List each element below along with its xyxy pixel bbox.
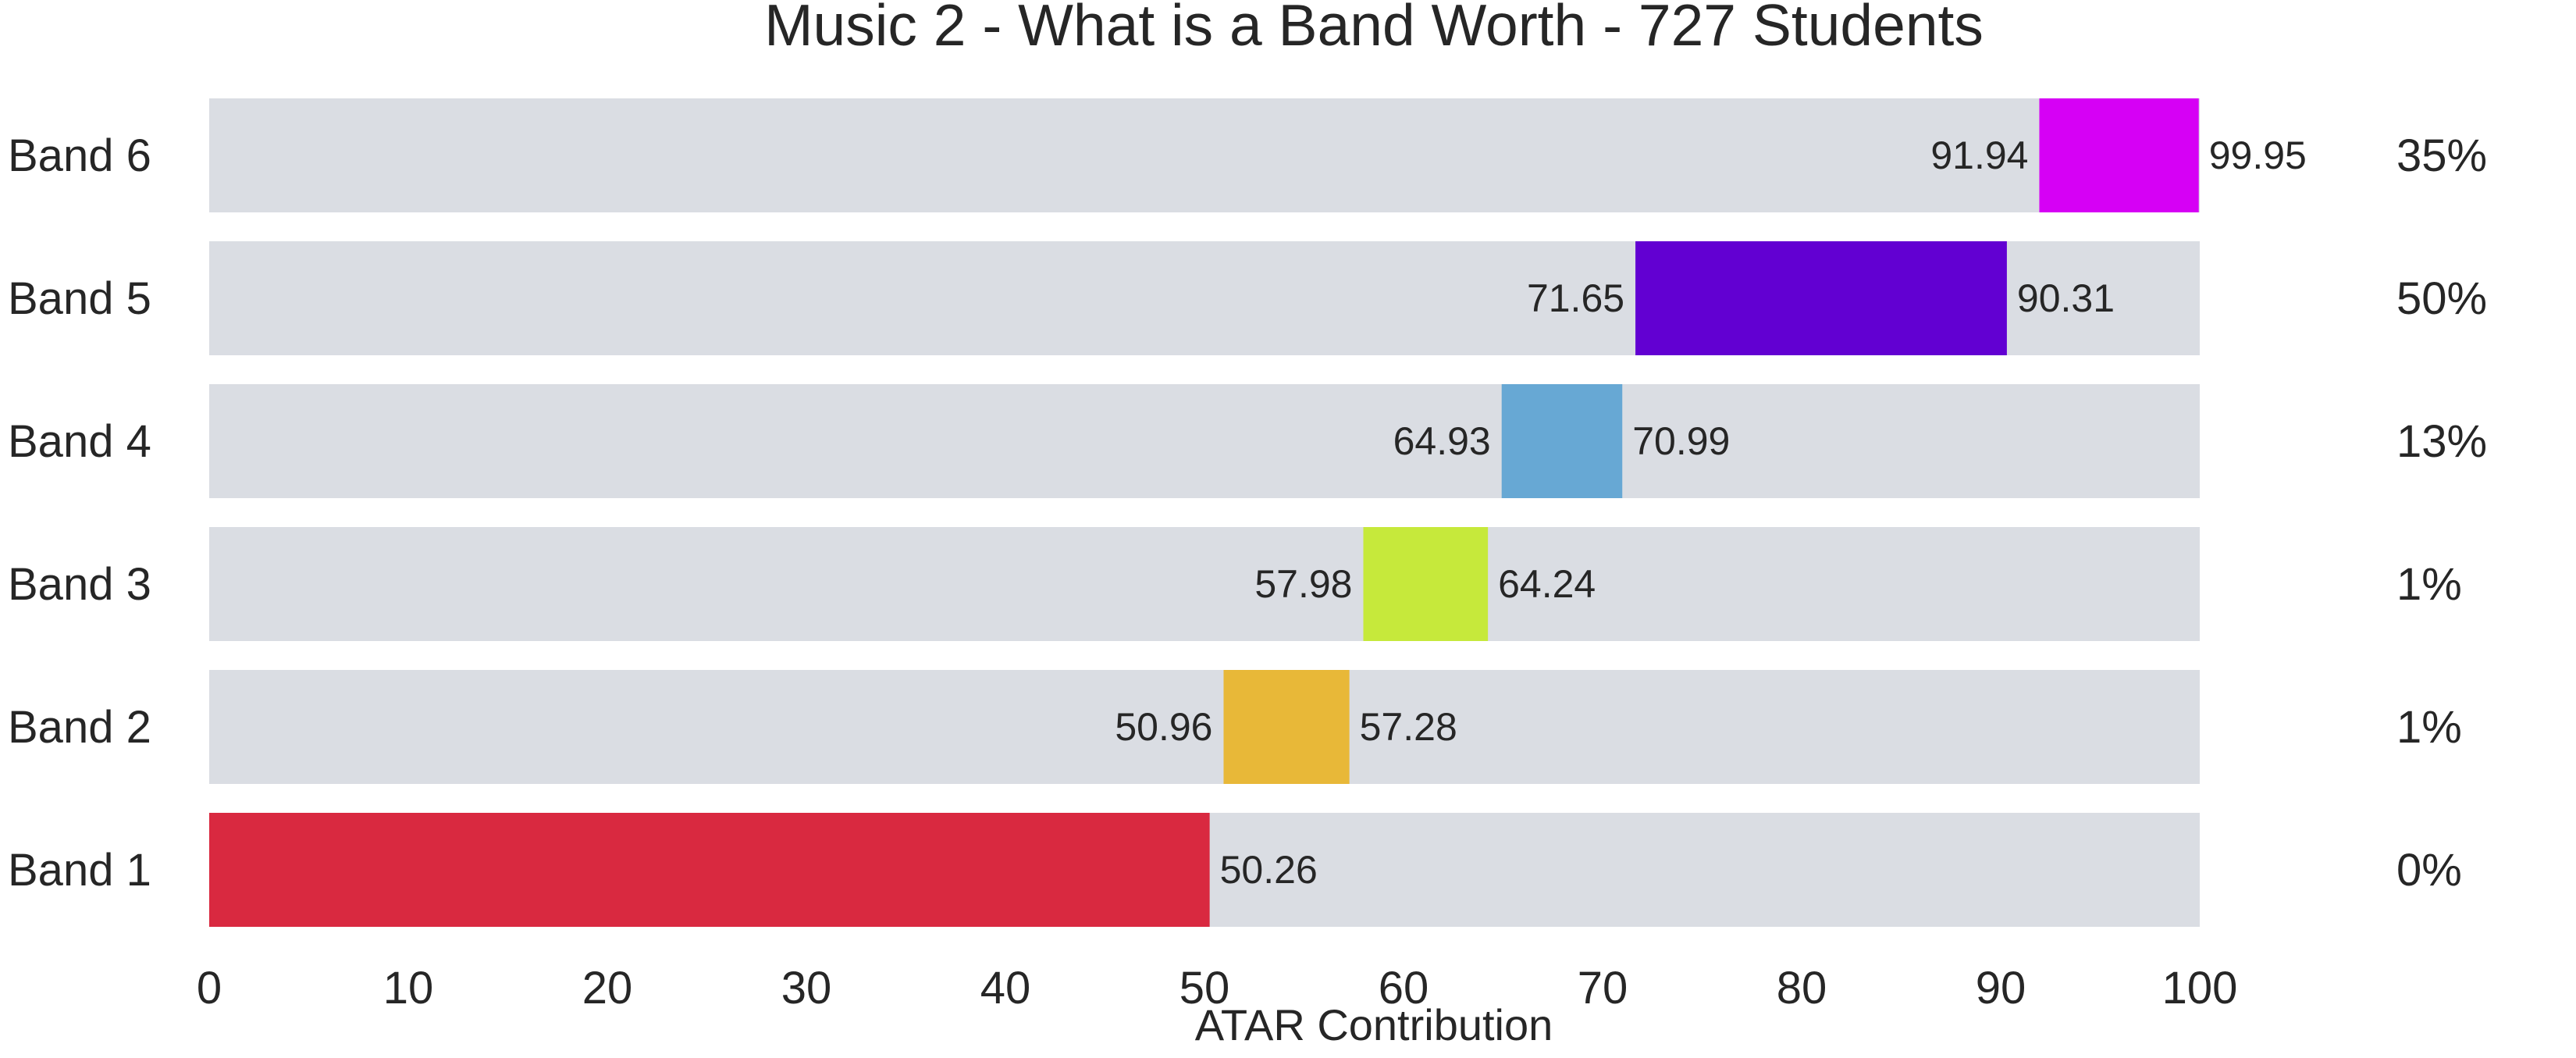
band-6-start-label: 91.94 xyxy=(1930,134,2028,177)
band-6-background-bar xyxy=(209,98,2200,212)
band-2-end-label: 57.28 xyxy=(1360,705,1457,749)
band-4-range-bar xyxy=(1501,384,1623,498)
band-1-label: Band 1 xyxy=(8,845,151,896)
band-1-end-label: 50.26 xyxy=(1220,848,1318,892)
band-labels: Band 6 Band 5 Band 4 Band 3 Band 2 Band 1 xyxy=(8,130,151,896)
x-tick-label: 20 xyxy=(582,963,633,1013)
x-tick-label: 80 xyxy=(1777,963,1827,1013)
band-6-end-label: 99.95 xyxy=(2209,134,2307,177)
background-bars xyxy=(209,98,2200,927)
band-1-percent: 0% xyxy=(2396,845,2462,896)
band-4-background-bar xyxy=(209,384,2200,498)
band-5-percent: 50% xyxy=(2396,273,2487,324)
x-tick-label: 70 xyxy=(1578,963,1628,1013)
x-tick-label: 40 xyxy=(980,963,1031,1013)
band-4-label: Band 4 xyxy=(8,416,151,467)
chart-title: Music 2 - What is a Band Worth - 727 Stu… xyxy=(764,0,1984,58)
value-labels: 91.94 99.95 71.65 90.31 64.93 70.99 57.98 64.24… xyxy=(1115,134,2306,892)
x-tick-label: 30 xyxy=(781,963,832,1013)
band-5-start-label: 71.65 xyxy=(1527,276,1624,320)
x-tick-label: 0 xyxy=(197,963,222,1013)
band-6-percent: 35% xyxy=(2396,130,2487,181)
band-3-label: Band 3 xyxy=(8,559,151,610)
band-2-percent: 1% xyxy=(2396,702,2462,753)
band-5-end-label: 90.31 xyxy=(2017,276,2115,320)
band-3-range-bar xyxy=(1363,527,1489,641)
band-2-label: Band 2 xyxy=(8,702,151,753)
band-3-background-bar xyxy=(209,527,2200,641)
band-2-background-bar xyxy=(209,670,2200,784)
band-3-end-label: 64.24 xyxy=(1498,562,1596,606)
x-tick-label: 50 xyxy=(1179,963,1230,1013)
x-tick-label: 60 xyxy=(1379,963,1429,1013)
range-bars xyxy=(209,98,2199,927)
x-tick-label: 90 xyxy=(1976,963,2026,1013)
band-1-range-bar xyxy=(209,813,1210,927)
x-tick-label: 100 xyxy=(2162,963,2238,1013)
band-6-label: Band 6 xyxy=(8,130,151,181)
x-axis-label: ATAR Contribution xyxy=(1195,1000,1553,1049)
band-6-range-bar xyxy=(2039,98,2199,212)
band-3-start-label: 57.98 xyxy=(1254,562,1352,606)
percent-labels: 35% 50% 13% 1% 1% 0% xyxy=(2396,130,2487,896)
band-4-end-label: 70.99 xyxy=(1632,419,1730,463)
band-5-label: Band 5 xyxy=(8,273,151,324)
band-2-range-bar xyxy=(1223,670,1350,784)
band-4-percent: 13% xyxy=(2396,416,2487,467)
band-2-start-label: 50.96 xyxy=(1115,705,1212,749)
band-4-start-label: 64.93 xyxy=(1393,419,1491,463)
x-axis-ticks: 0 10 20 30 40 50 60 70 80 90 100 xyxy=(197,963,2238,1013)
band-5-range-bar xyxy=(1635,241,2007,355)
band-3-percent: 1% xyxy=(2396,559,2462,610)
x-tick-label: 10 xyxy=(383,963,434,1013)
